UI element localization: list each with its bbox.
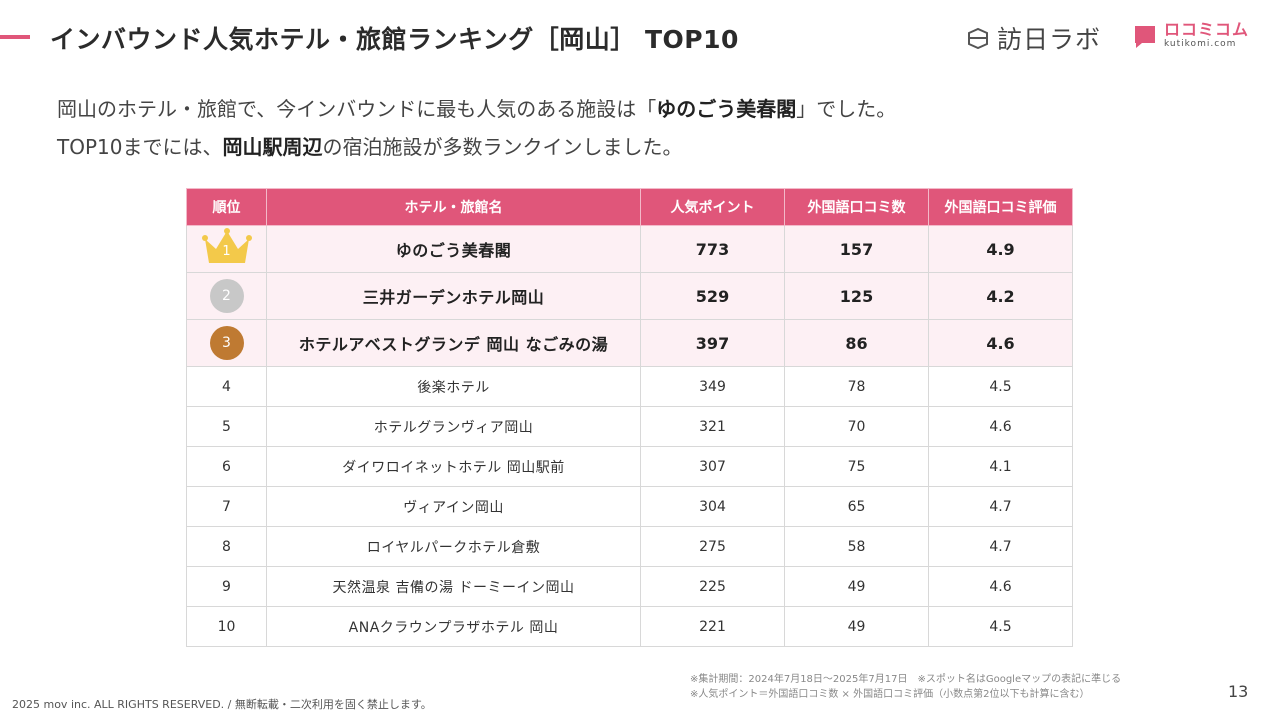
rating-cell: 4.9: [928, 225, 1073, 273]
review-count-cell: 157: [784, 225, 929, 273]
kuchikomi-com-logo: ロコミコム kutikomi.com: [1132, 22, 1249, 49]
table-row: 5 ホテルグランヴィア岡山 321 70 4.6: [186, 406, 1073, 447]
area-highlight: 岡山駅周辺: [222, 135, 323, 159]
rating-cell: 4.1: [928, 446, 1073, 487]
speech-bubble-icon: [1135, 25, 1155, 48]
table-row: 10 ANAクラウンプラザホテル 岡山 221 49 4.5: [186, 606, 1073, 647]
points-cell: 529: [640, 272, 785, 320]
footnote-period: ※集計期間：2024年7月18日〜2025年7月17日 ※スポット名はGoogl…: [690, 674, 1122, 685]
hotel-name-cell: ANAクラウンプラザホテル 岡山: [266, 606, 641, 647]
points-cell: 225: [640, 566, 785, 607]
rank-cell: 2: [186, 272, 267, 320]
rating-cell: 4.7: [928, 526, 1073, 567]
gold-crown-icon: 1: [201, 227, 253, 267]
points-cell: 397: [640, 319, 785, 367]
header-review-count: 外国語口コミ数: [784, 188, 929, 226]
header-popularity-points: 人気ポイント: [640, 188, 785, 226]
table-row: 8 ロイヤルパークホテル倉敷 275 58 4.7: [186, 526, 1073, 567]
rating-cell: 4.7: [928, 486, 1073, 527]
header-hotel-name: ホテル・旅館名: [266, 188, 641, 226]
rank-cell: 7: [186, 486, 267, 527]
rank-cell: 1: [186, 225, 267, 273]
review-count-cell: 58: [784, 526, 929, 567]
rating-cell: 4.6: [928, 566, 1073, 607]
footnote-points-formula: ※人気ポイント＝外国語口コミ数 × 外国語口コミ評価（小数点第2位以下も計算に含…: [690, 689, 1090, 700]
rating-cell: 4.6: [928, 319, 1073, 367]
points-cell: 275: [640, 526, 785, 567]
hotel-name-cell: ホテルアベストグランデ 岡山 なごみの湯: [266, 319, 641, 367]
footnotes: ※集計期間：2024年7月18日〜2025年7月17日 ※スポット名はGoogl…: [690, 672, 1121, 702]
rating-cell: 4.2: [928, 272, 1073, 320]
hotel-name-cell: 後楽ホテル: [266, 366, 641, 407]
rank-cell: 4: [186, 366, 267, 407]
table-row: 2 三井ガーデンホテル岡山 529 125 4.2: [186, 272, 1073, 320]
points-cell: 773: [640, 225, 785, 273]
kuchikomi-logo-url: kutikomi.com: [1164, 39, 1237, 49]
rank-cell: 10: [186, 606, 267, 647]
review-count-cell: 65: [784, 486, 929, 527]
hotel-name-cell: ダイワロイネットホテル 岡山駅前: [266, 446, 641, 487]
rating-cell: 4.5: [928, 606, 1073, 647]
hotel-name-cell: ゆのごう美春閣: [266, 225, 641, 273]
top-hotel-highlight: ゆのごう美春閣: [656, 97, 797, 121]
rank-cell: 6: [186, 446, 267, 487]
review-count-cell: 75: [784, 446, 929, 487]
hotel-name-cell: 天然温泉 吉備の湯 ドーミーイン岡山: [266, 566, 641, 607]
rating-cell: 4.6: [928, 406, 1073, 447]
ranking-table: 順位 ホテル・旅館名 人気ポイント 外国語口コミ数 外国語口コミ評価 1 ゆ: [186, 188, 1073, 647]
kuchikomi-logo-text: ロコミコム: [1164, 20, 1250, 39]
review-count-cell: 86: [784, 319, 929, 367]
table-header-row: 順位 ホテル・旅館名 人気ポイント 外国語口コミ数 外国語口コミ評価: [186, 188, 1073, 226]
review-count-cell: 49: [784, 566, 929, 607]
summary-line-1: 岡山のホテル・旅館で、今インバウンドに最も人気のある施設は「ゆのごう美春閣」でし…: [57, 97, 897, 121]
review-count-cell: 125: [784, 272, 929, 320]
bronze-medal-badge: 3: [209, 326, 244, 360]
rank-cell: 9: [186, 566, 267, 607]
rank-cell: 5: [186, 406, 267, 447]
rank-number: 1: [222, 244, 231, 259]
header-review-rating: 外国語口コミ評価: [928, 188, 1073, 226]
header-rank: 順位: [186, 188, 267, 226]
summary-text: 岡山のホテル・旅館で、今インバウンドに最も人気のある施設は「ゆのごう美春閣」でし…: [57, 90, 896, 166]
rank-cell: 3: [186, 319, 267, 367]
hotel-name-cell: ホテルグランヴィア岡山: [266, 406, 641, 447]
copyright-notice: 2025 mov inc. ALL RIGHTS RESERVED. / 無断転…: [12, 698, 432, 711]
points-cell: 307: [640, 446, 785, 487]
rating-cell: 4.5: [928, 366, 1073, 407]
hotel-name-cell: ヴィアイン岡山: [266, 486, 641, 527]
points-cell: 321: [640, 406, 785, 447]
houjin-lab-logo-icon: [968, 27, 988, 49]
review-count-cell: 78: [784, 366, 929, 407]
points-cell: 304: [640, 486, 785, 527]
table-row: 7 ヴィアイン岡山 304 65 4.7: [186, 486, 1073, 527]
table-row: 6 ダイワロイネットホテル 岡山駅前 307 75 4.1: [186, 446, 1073, 487]
hotel-name-cell: ロイヤルパークホテル倉敷: [266, 526, 641, 567]
review-count-cell: 70: [784, 406, 929, 447]
table-row: 4 後楽ホテル 349 78 4.5: [186, 366, 1073, 407]
houjin-lab-logo-text: 訪日ラボ: [997, 25, 1102, 54]
page-title: インバウンド人気ホテル・旅館ランキング［岡山］ TOP10: [50, 25, 739, 54]
silver-medal-badge: 2: [209, 279, 244, 313]
review-count-cell: 49: [784, 606, 929, 647]
title-accent-bar: [0, 35, 30, 39]
rank-cell: 8: [186, 526, 267, 567]
points-cell: 349: [640, 366, 785, 407]
table-row: 3 ホテルアベストグランデ 岡山 なごみの湯 397 86 4.6: [186, 319, 1073, 367]
houjin-lab-logo: 訪日ラボ: [965, 22, 1101, 54]
points-cell: 221: [640, 606, 785, 647]
hotel-name-cell: 三井ガーデンホテル岡山: [266, 272, 641, 320]
page-number: 13: [1228, 682, 1249, 701]
table-row: 1 ゆのごう美春閣 773 157 4.9: [186, 225, 1073, 273]
summary-line-2: TOP10までには、岡山駅周辺の宿泊施設が多数ランクインしました。: [57, 135, 683, 159]
table-row: 9 天然温泉 吉備の湯 ドーミーイン岡山 225 49 4.6: [186, 566, 1073, 607]
